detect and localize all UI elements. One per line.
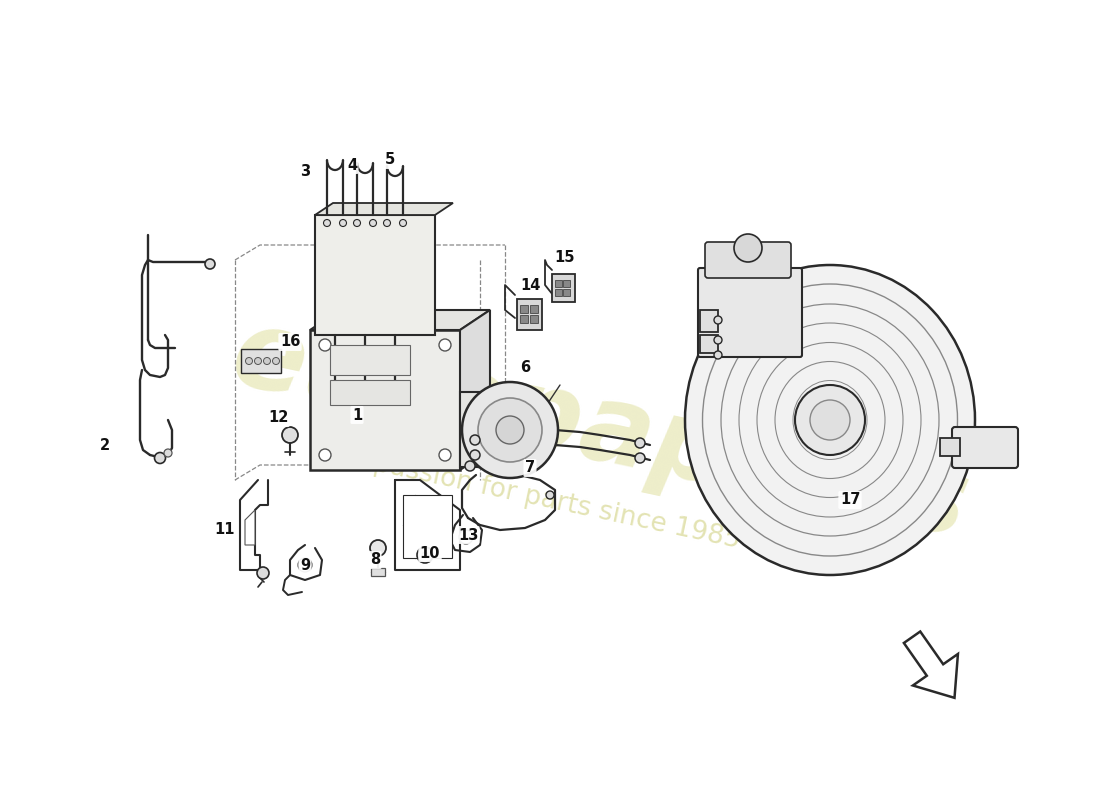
Bar bbox=[460, 392, 515, 467]
Text: 16: 16 bbox=[279, 334, 300, 350]
Text: 15: 15 bbox=[554, 250, 575, 265]
Circle shape bbox=[370, 219, 376, 226]
Circle shape bbox=[353, 219, 361, 226]
Text: 7: 7 bbox=[525, 461, 535, 475]
Circle shape bbox=[439, 339, 451, 351]
FancyBboxPatch shape bbox=[551, 274, 574, 302]
Circle shape bbox=[370, 540, 386, 556]
Circle shape bbox=[282, 427, 298, 443]
Circle shape bbox=[714, 316, 722, 324]
Text: 4: 4 bbox=[346, 158, 358, 173]
Text: 2: 2 bbox=[100, 438, 110, 453]
Text: 11: 11 bbox=[214, 522, 235, 538]
Text: europaparts: europaparts bbox=[222, 300, 978, 560]
Circle shape bbox=[546, 491, 554, 499]
Circle shape bbox=[264, 358, 271, 365]
Circle shape bbox=[478, 398, 542, 462]
Circle shape bbox=[319, 339, 331, 351]
Text: 12: 12 bbox=[267, 410, 288, 426]
Text: 5: 5 bbox=[385, 153, 395, 167]
Bar bbox=[520, 305, 528, 313]
Text: 17: 17 bbox=[839, 493, 860, 507]
FancyBboxPatch shape bbox=[952, 427, 1018, 468]
Circle shape bbox=[154, 453, 165, 463]
Bar bbox=[371, 568, 385, 576]
Circle shape bbox=[734, 234, 762, 262]
Circle shape bbox=[635, 438, 645, 448]
Polygon shape bbox=[904, 631, 958, 698]
Polygon shape bbox=[245, 510, 255, 545]
Polygon shape bbox=[315, 203, 453, 215]
Text: 9: 9 bbox=[300, 558, 310, 573]
FancyBboxPatch shape bbox=[241, 349, 280, 373]
Circle shape bbox=[459, 530, 473, 544]
FancyBboxPatch shape bbox=[705, 242, 791, 278]
Circle shape bbox=[465, 461, 475, 471]
Bar bbox=[563, 289, 570, 296]
Bar bbox=[700, 335, 718, 353]
Bar bbox=[940, 438, 960, 456]
Circle shape bbox=[714, 336, 722, 344]
Bar bbox=[530, 315, 538, 323]
Circle shape bbox=[205, 259, 214, 269]
Circle shape bbox=[164, 449, 172, 457]
Polygon shape bbox=[315, 215, 434, 335]
Ellipse shape bbox=[685, 265, 975, 575]
Circle shape bbox=[635, 453, 645, 463]
Text: 8: 8 bbox=[370, 553, 381, 567]
Text: 13: 13 bbox=[458, 527, 478, 542]
Circle shape bbox=[462, 382, 558, 478]
Circle shape bbox=[714, 351, 722, 359]
Circle shape bbox=[470, 435, 480, 445]
Bar bbox=[563, 280, 570, 287]
FancyBboxPatch shape bbox=[698, 268, 802, 357]
Circle shape bbox=[254, 358, 262, 365]
Polygon shape bbox=[310, 330, 460, 470]
Bar bbox=[520, 315, 528, 323]
Circle shape bbox=[422, 552, 428, 558]
Circle shape bbox=[340, 219, 346, 226]
Circle shape bbox=[245, 358, 253, 365]
Circle shape bbox=[810, 400, 850, 440]
Circle shape bbox=[298, 558, 312, 572]
Circle shape bbox=[496, 416, 524, 444]
Bar bbox=[556, 289, 562, 296]
Circle shape bbox=[417, 547, 433, 563]
Circle shape bbox=[257, 567, 270, 579]
Circle shape bbox=[273, 358, 279, 365]
Bar bbox=[700, 310, 718, 332]
Circle shape bbox=[399, 219, 407, 226]
Circle shape bbox=[470, 450, 480, 460]
FancyBboxPatch shape bbox=[517, 298, 541, 330]
Text: 6: 6 bbox=[520, 361, 530, 375]
Polygon shape bbox=[310, 310, 490, 330]
Bar bbox=[330, 380, 410, 405]
Bar bbox=[530, 305, 538, 313]
Circle shape bbox=[323, 219, 330, 226]
Circle shape bbox=[319, 449, 331, 461]
Text: 10: 10 bbox=[420, 546, 440, 561]
Text: a passion for parts since 1985: a passion for parts since 1985 bbox=[348, 446, 742, 554]
Circle shape bbox=[384, 219, 390, 226]
Circle shape bbox=[795, 385, 865, 455]
Polygon shape bbox=[403, 495, 452, 558]
Text: 3: 3 bbox=[300, 165, 310, 179]
Polygon shape bbox=[460, 310, 490, 470]
Circle shape bbox=[439, 449, 451, 461]
Text: 14: 14 bbox=[520, 278, 540, 293]
Bar bbox=[556, 280, 562, 287]
Text: 1: 1 bbox=[352, 407, 362, 422]
Bar bbox=[330, 345, 410, 375]
